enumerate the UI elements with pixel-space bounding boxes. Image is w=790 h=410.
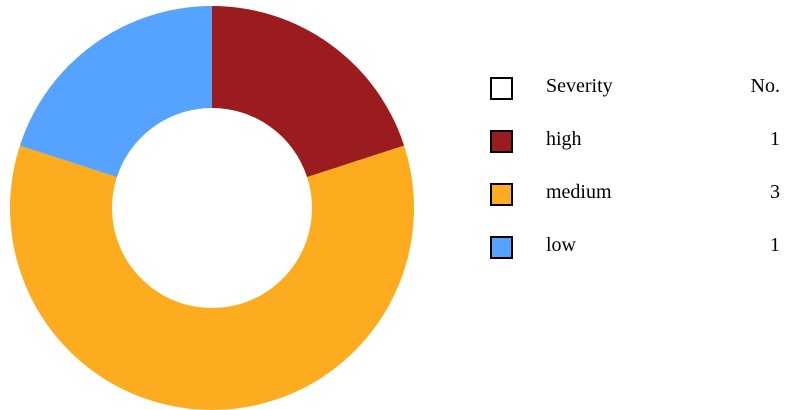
legend-count-medium: 3 bbox=[770, 181, 780, 203]
donut-slice-low bbox=[19, 6, 213, 178]
legend-label-high: high bbox=[546, 128, 582, 150]
chart-legend: Severity No. high 1 medium 3 low 1 bbox=[490, 72, 790, 284]
legend-swatch-high bbox=[490, 130, 513, 153]
severity-donut-chart bbox=[10, 6, 414, 410]
legend-count-high: 1 bbox=[770, 128, 780, 150]
legend-header-label: Severity bbox=[546, 75, 613, 97]
legend-header-count: No. bbox=[750, 75, 780, 97]
legend-item-low: low 1 bbox=[490, 231, 790, 284]
legend-swatch-medium bbox=[490, 183, 513, 206]
donut-slice-medium bbox=[10, 145, 414, 410]
legend-item-medium: medium 3 bbox=[490, 178, 790, 231]
legend-swatch-low bbox=[490, 236, 513, 259]
legend-header-swatch bbox=[490, 77, 513, 100]
legend-label-low: low bbox=[546, 234, 576, 256]
legend-header-row: Severity No. bbox=[490, 72, 790, 125]
legend-count-low: 1 bbox=[770, 234, 780, 256]
legend-item-high: high 1 bbox=[490, 125, 790, 178]
legend-label-medium: medium bbox=[546, 181, 612, 203]
donut-slice-high bbox=[212, 6, 405, 178]
